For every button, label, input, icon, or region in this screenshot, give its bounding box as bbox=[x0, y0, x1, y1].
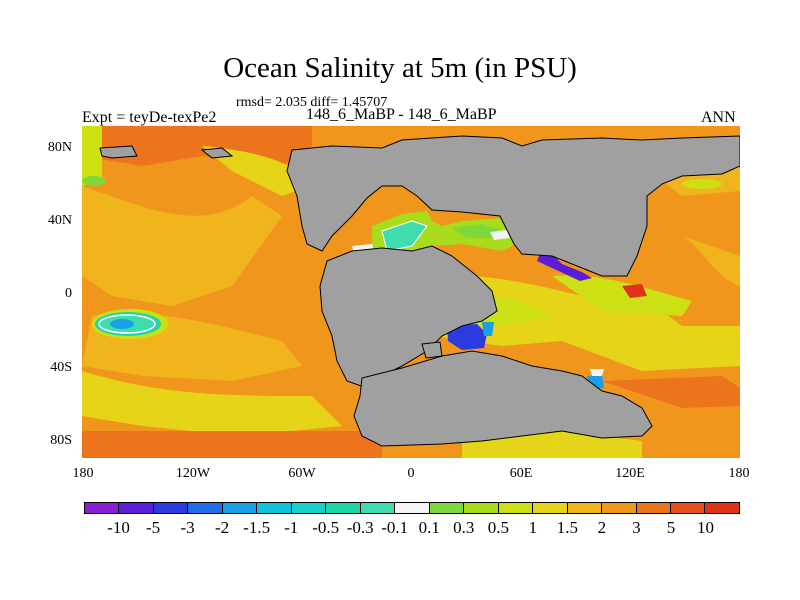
colorbar-label: 3 bbox=[632, 518, 641, 537]
stats-line: rmsd= 2.035 diff= 1.45707 bbox=[236, 95, 388, 110]
plot-subtitle: 148_6_MaBP - 148_6_MaBP bbox=[306, 106, 497, 123]
colorbar-swatch bbox=[464, 503, 499, 513]
colorbar-label: -0.5 bbox=[312, 518, 340, 537]
colorbar-swatch bbox=[119, 503, 154, 513]
colorbar-label: -0.1 bbox=[381, 518, 409, 537]
colorbar-swatch bbox=[222, 503, 258, 513]
colorbar-swatch bbox=[291, 503, 327, 513]
lat-label: 40N bbox=[47, 213, 72, 228]
lon-label: 180 bbox=[72, 466, 94, 481]
colorbar-label: 10 bbox=[696, 518, 714, 537]
island bbox=[421, 341, 443, 359]
lat-label: 80S bbox=[50, 433, 72, 448]
southern-continent bbox=[319, 245, 498, 389]
arctic-island bbox=[200, 147, 234, 159]
colorbar-label: 1 bbox=[528, 518, 538, 537]
colorbar-swatch bbox=[602, 503, 637, 513]
lat-label: 40S bbox=[50, 360, 72, 375]
colorbar-swatch bbox=[705, 503, 739, 513]
arctic-island bbox=[99, 145, 138, 159]
lon-label: 180 bbox=[728, 466, 750, 481]
colorbar-label: 0.3 bbox=[453, 518, 475, 537]
colorbar-label: 5 bbox=[666, 518, 676, 537]
lat-label: 80N bbox=[47, 140, 72, 155]
lat-label: 0 bbox=[65, 286, 72, 301]
colorbar-swatch bbox=[533, 503, 568, 513]
lon-label: 120W bbox=[175, 466, 211, 481]
colorbar-swatch bbox=[153, 503, 189, 513]
colorbar-swatch bbox=[636, 503, 671, 513]
map-panel bbox=[82, 126, 740, 458]
colorbar-swatch bbox=[498, 503, 534, 513]
lon-label: 0 bbox=[407, 466, 415, 481]
colorbar-swatch bbox=[360, 503, 396, 513]
colorbar-label: -5 bbox=[145, 518, 161, 537]
colorbar bbox=[84, 502, 740, 514]
colorbar-label: 0.1 bbox=[418, 518, 440, 537]
season-label: ANN bbox=[701, 109, 736, 126]
colorbar-swatch bbox=[257, 503, 292, 513]
colorbar-swatch bbox=[395, 503, 430, 513]
lon-label: 60E bbox=[509, 466, 533, 481]
experiment-label: Expt = teyDe-texPe2 bbox=[82, 109, 217, 126]
colorbar-swatch bbox=[188, 503, 223, 513]
colorbar-swatch bbox=[429, 503, 465, 513]
colorbar-label: -3 bbox=[180, 518, 195, 537]
plot-title: Ocean Salinity at 5m (in PSU) bbox=[223, 52, 577, 84]
colorbar-swatch bbox=[670, 503, 706, 513]
salinity-map bbox=[82, 126, 740, 458]
colorbar-swatch bbox=[326, 503, 361, 513]
colorbar-label: -2 bbox=[215, 518, 230, 537]
colorbar-swatch bbox=[85, 503, 120, 513]
colorbar-label: -1.5 bbox=[243, 518, 271, 537]
colorbar-label: -1 bbox=[284, 518, 299, 537]
colorbar-label: 1.5 bbox=[556, 518, 578, 537]
antarctic-continent bbox=[353, 350, 653, 447]
landmasses bbox=[99, 135, 740, 447]
colorbar-label: 0.5 bbox=[487, 518, 509, 537]
colorbar-swatch bbox=[567, 503, 603, 513]
lon-label: 60W bbox=[288, 466, 316, 481]
colorbar-label: 2 bbox=[597, 518, 607, 537]
lon-label: 120E bbox=[615, 466, 645, 481]
colorbar-label: -10 bbox=[107, 518, 130, 537]
colorbar-label: -0.3 bbox=[346, 518, 374, 537]
northern-continent bbox=[286, 135, 740, 277]
